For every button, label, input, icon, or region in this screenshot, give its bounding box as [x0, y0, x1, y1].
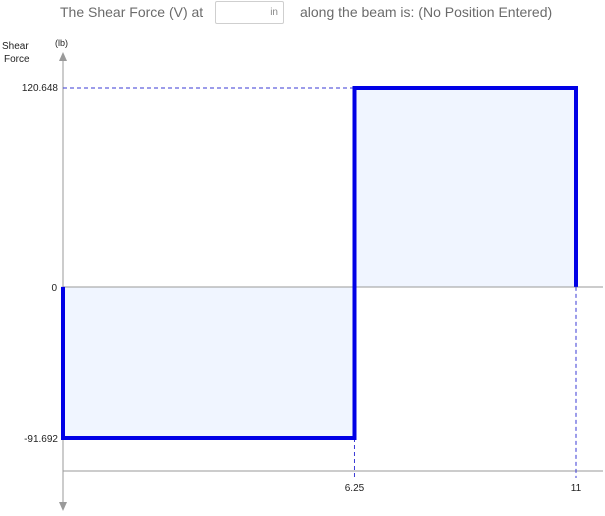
y-axis-label-line2: Force	[4, 54, 30, 65]
y-tick-label-zero: 0	[51, 283, 57, 294]
x-tick-label-6-25: 6.25	[345, 483, 365, 494]
x-tick-label-11: 11	[571, 483, 582, 494]
y-axis-unit: (lb)	[55, 38, 68, 48]
y-axis-down-arrow-icon	[59, 502, 67, 511]
shear-force-line	[61, 86, 578, 440]
negative-shear-fill	[63, 286, 355, 438]
y-tick-label-max: 120.648	[22, 83, 59, 94]
position-unit-label: in	[270, 7, 278, 18]
query-suffix-text: along the beam is: (No Position Entered)	[300, 4, 553, 20]
y-tick-label-min: -91.692	[24, 434, 58, 445]
shear-query-bar: The Shear Force (V) at in along the beam…	[0, 0, 605, 26]
y-axis-up-arrow-icon	[59, 52, 67, 61]
query-prefix-text: The Shear Force (V) at	[60, 4, 204, 20]
position-input[interactable]	[218, 4, 262, 21]
position-input-box[interactable]: in	[215, 1, 284, 24]
positive-shear-fill	[354, 88, 576, 287]
y-axis-label-line1: Shear	[2, 41, 29, 52]
